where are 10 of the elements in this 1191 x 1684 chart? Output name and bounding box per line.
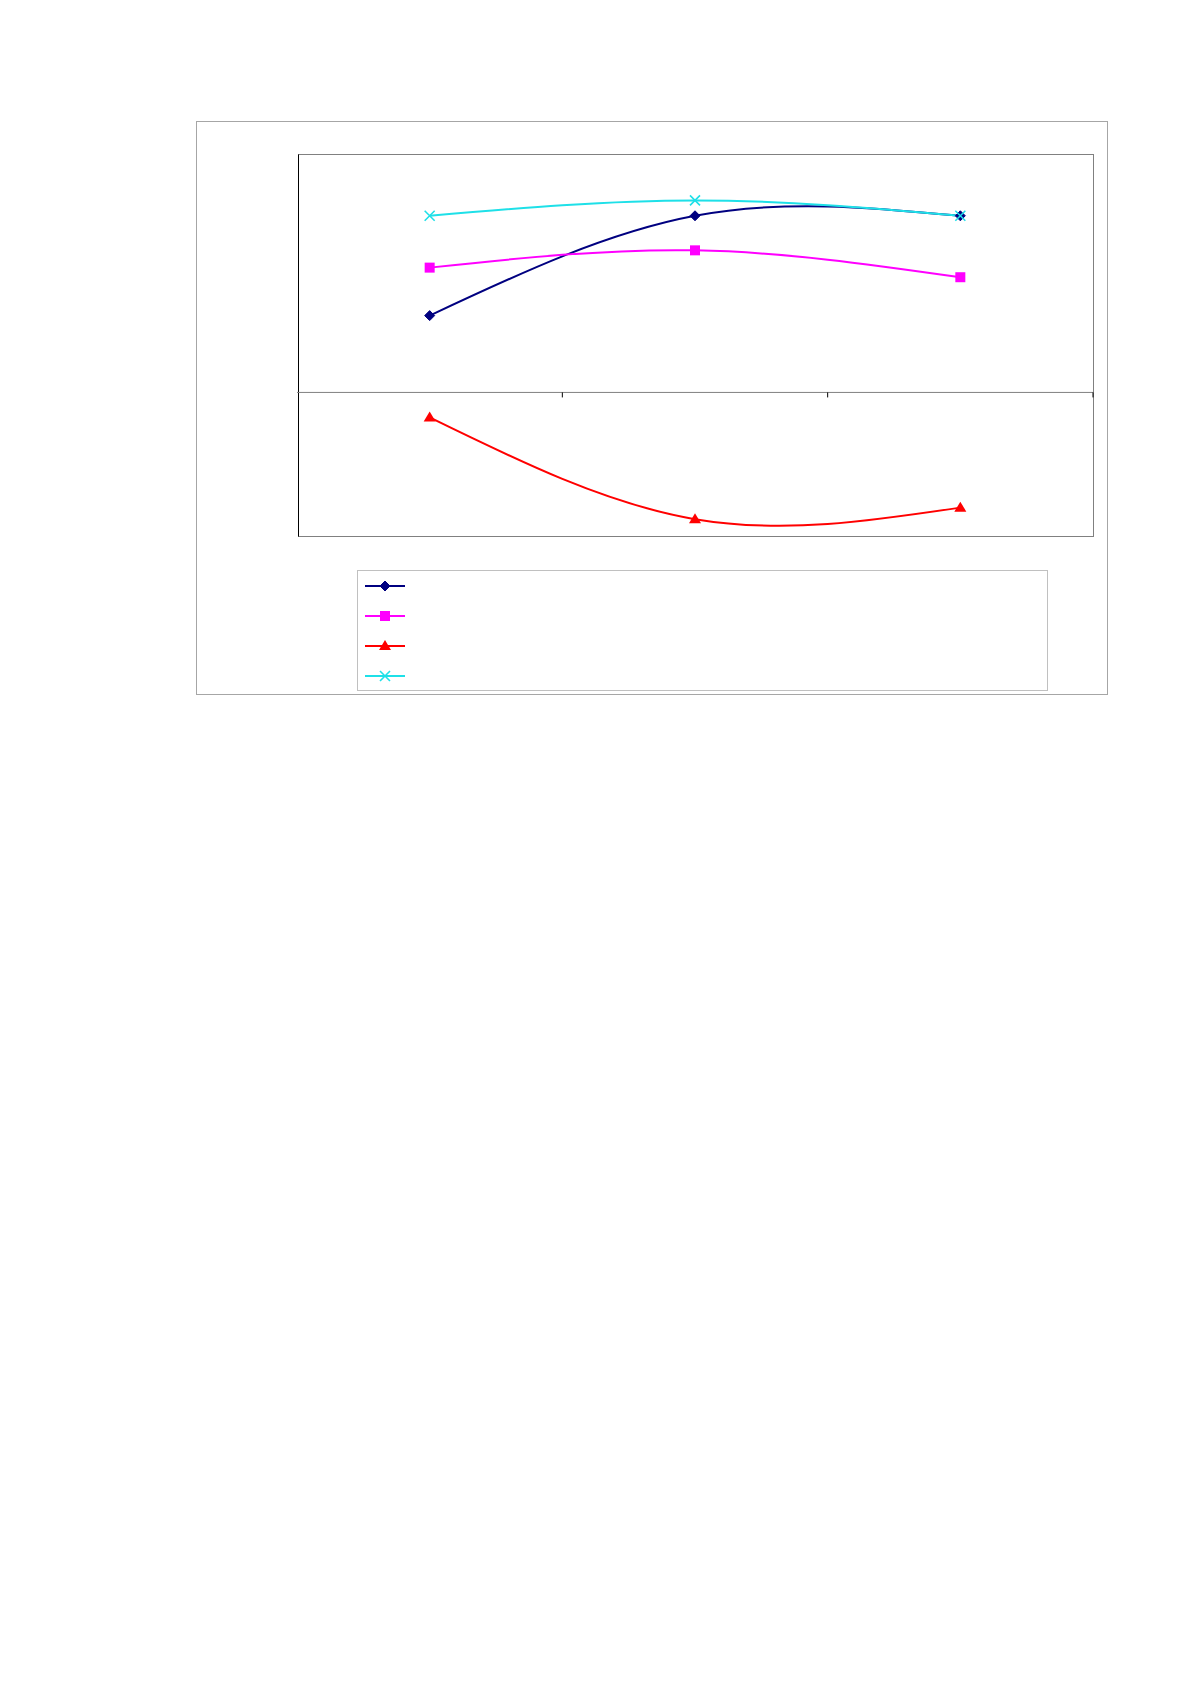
point <box>423 411 436 422</box>
point <box>955 272 966 283</box>
point <box>954 501 967 512</box>
point <box>689 513 701 524</box>
point <box>690 245 700 256</box>
point <box>689 194 701 207</box>
point <box>424 262 435 273</box>
point <box>689 210 701 222</box>
point <box>424 310 436 322</box>
point <box>423 209 436 222</box>
